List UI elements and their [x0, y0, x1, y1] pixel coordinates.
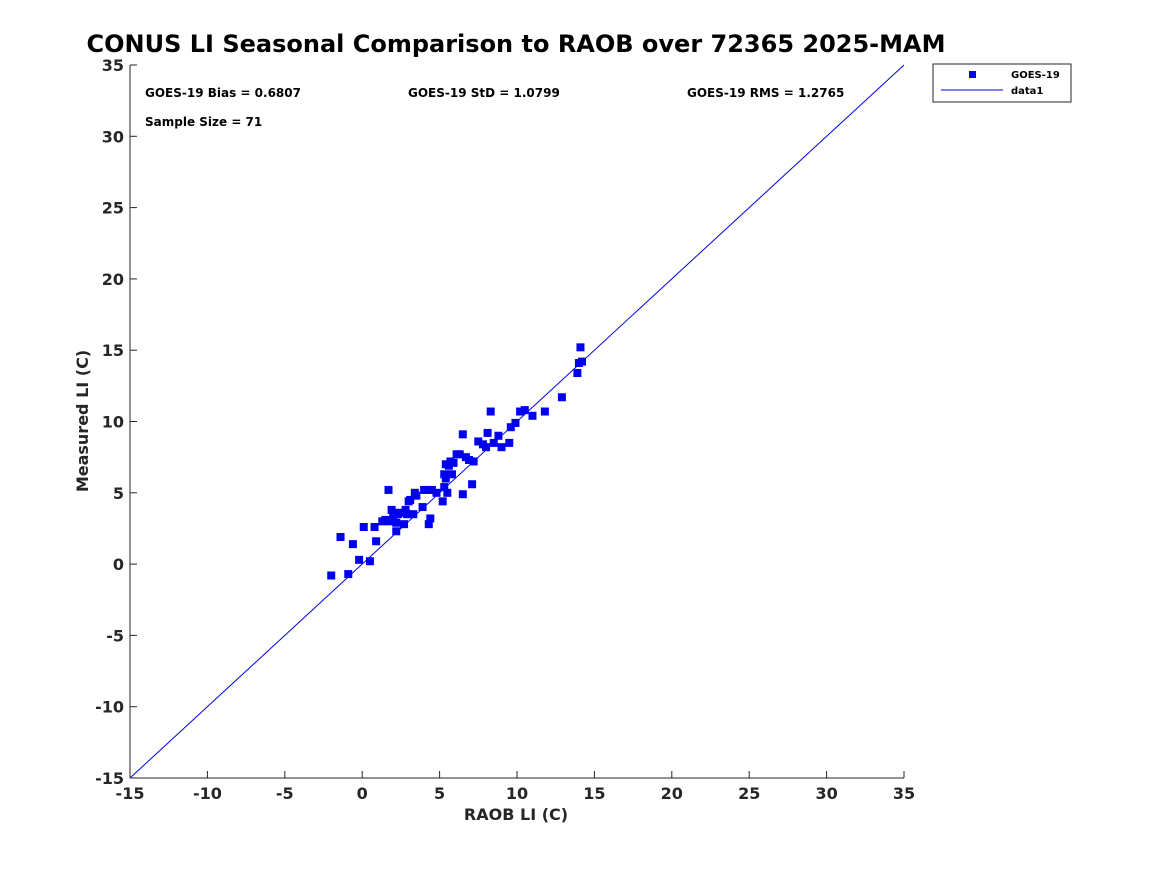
data-point	[384, 517, 393, 526]
data-point	[392, 518, 401, 527]
x-tick-label: 30	[815, 784, 837, 803]
x-tick-label: 10	[506, 784, 528, 803]
data-point	[511, 418, 520, 427]
x-tick-label: -15	[116, 784, 145, 803]
data-point	[441, 474, 450, 483]
data-point	[573, 369, 582, 378]
legend: GOES-19 data1	[932, 63, 1072, 103]
plot-area	[129, 64, 905, 779]
data-point	[557, 393, 566, 402]
y-tick-label: 30	[102, 127, 124, 146]
data-point	[497, 443, 506, 452]
x-tick-label: -5	[276, 784, 294, 803]
sample-size-annotation: Sample Size = 71	[145, 115, 262, 129]
data-point	[359, 523, 368, 532]
y-tick-label: -5	[106, 626, 124, 645]
data-point	[465, 456, 474, 465]
data-point	[444, 461, 453, 470]
data-point	[399, 520, 408, 529]
data-point	[458, 430, 467, 439]
data-point	[401, 505, 410, 514]
data-point	[468, 480, 477, 489]
chart-title: CONUS LI Seasonal Comparison to RAOB ove…	[87, 30, 946, 58]
data-point	[406, 495, 415, 504]
data-point	[447, 470, 456, 479]
x-tick-label: -10	[193, 784, 222, 803]
x-tick-label: 35	[893, 784, 915, 803]
std-annotation: GOES-19 StD = 1.0799	[408, 86, 560, 100]
data-point	[420, 485, 429, 494]
data-point	[426, 514, 435, 523]
data-point	[348, 540, 357, 549]
data-point	[424, 520, 433, 529]
data-point	[520, 406, 529, 415]
data-point	[578, 357, 587, 366]
y-ticks: -15 -10 -5 0 5 10 15 20 25 30 35	[95, 56, 137, 788]
data-point	[392, 527, 401, 536]
x-axis-label: RAOB LI (C)	[464, 805, 568, 824]
y-tick-label: -10	[95, 698, 124, 717]
data-point	[440, 470, 449, 479]
x-ticks: -15 -10 -5 0 5 10 15 20 25 30 35	[116, 771, 915, 803]
y-tick-label: 15	[102, 341, 124, 360]
data-point	[440, 483, 449, 492]
data-point	[489, 438, 498, 447]
data-point	[327, 571, 336, 580]
legend-label-goes19: GOES-19	[1011, 70, 1060, 81]
goes19-markers	[327, 343, 587, 580]
legend-marker-goes19	[969, 71, 976, 78]
data-point	[336, 533, 345, 542]
bias-annotation: GOES-19 Bias = 0.6807	[145, 86, 301, 100]
y-tick-label: 25	[102, 199, 124, 218]
data-point	[427, 485, 436, 494]
data-point	[458, 490, 467, 499]
data-point	[486, 407, 495, 416]
y-tick-label: 0	[113, 555, 124, 574]
data-point	[395, 508, 404, 517]
data-point	[505, 438, 514, 447]
data-point	[355, 555, 364, 564]
y-tick-label: 10	[102, 413, 124, 432]
data-point	[384, 485, 393, 494]
data-point	[418, 503, 427, 512]
data-point	[516, 407, 525, 416]
legend-box	[932, 63, 1072, 103]
data-point	[528, 411, 537, 420]
y-tick-label: 35	[102, 56, 124, 75]
data-point	[506, 423, 515, 432]
data-point	[372, 537, 381, 546]
data-point	[483, 428, 492, 437]
data-point	[370, 523, 379, 532]
x-tick-label: 0	[357, 784, 368, 803]
y-axis-label: Measured LI (C)	[73, 350, 92, 492]
y-tick-label: -15	[95, 769, 124, 788]
data-point	[344, 570, 353, 579]
data-point	[455, 450, 464, 459]
data-point	[494, 431, 503, 440]
data-point	[576, 343, 585, 352]
data-point	[449, 458, 458, 467]
data-point	[443, 488, 452, 497]
data-point	[438, 497, 447, 506]
data-point	[412, 491, 421, 500]
data-point	[389, 513, 398, 522]
x-tick-label: 5	[434, 784, 445, 803]
x-tick-label: 25	[738, 784, 760, 803]
data-point	[469, 457, 478, 466]
rms-annotation: GOES-19 RMS = 1.2765	[687, 86, 844, 100]
data-point	[432, 488, 441, 497]
data-point	[474, 437, 483, 446]
x-tick-label: 15	[583, 784, 605, 803]
x-tick-label: 20	[661, 784, 683, 803]
y-tick-label: 20	[102, 270, 124, 289]
legend-label-data1: data1	[1011, 86, 1043, 97]
data-point	[403, 510, 412, 519]
data-point	[409, 510, 418, 519]
y-tick-label: 5	[113, 484, 124, 503]
data-point	[482, 443, 491, 452]
data-point	[387, 505, 396, 514]
data-point	[540, 407, 549, 416]
data-point	[365, 557, 374, 566]
